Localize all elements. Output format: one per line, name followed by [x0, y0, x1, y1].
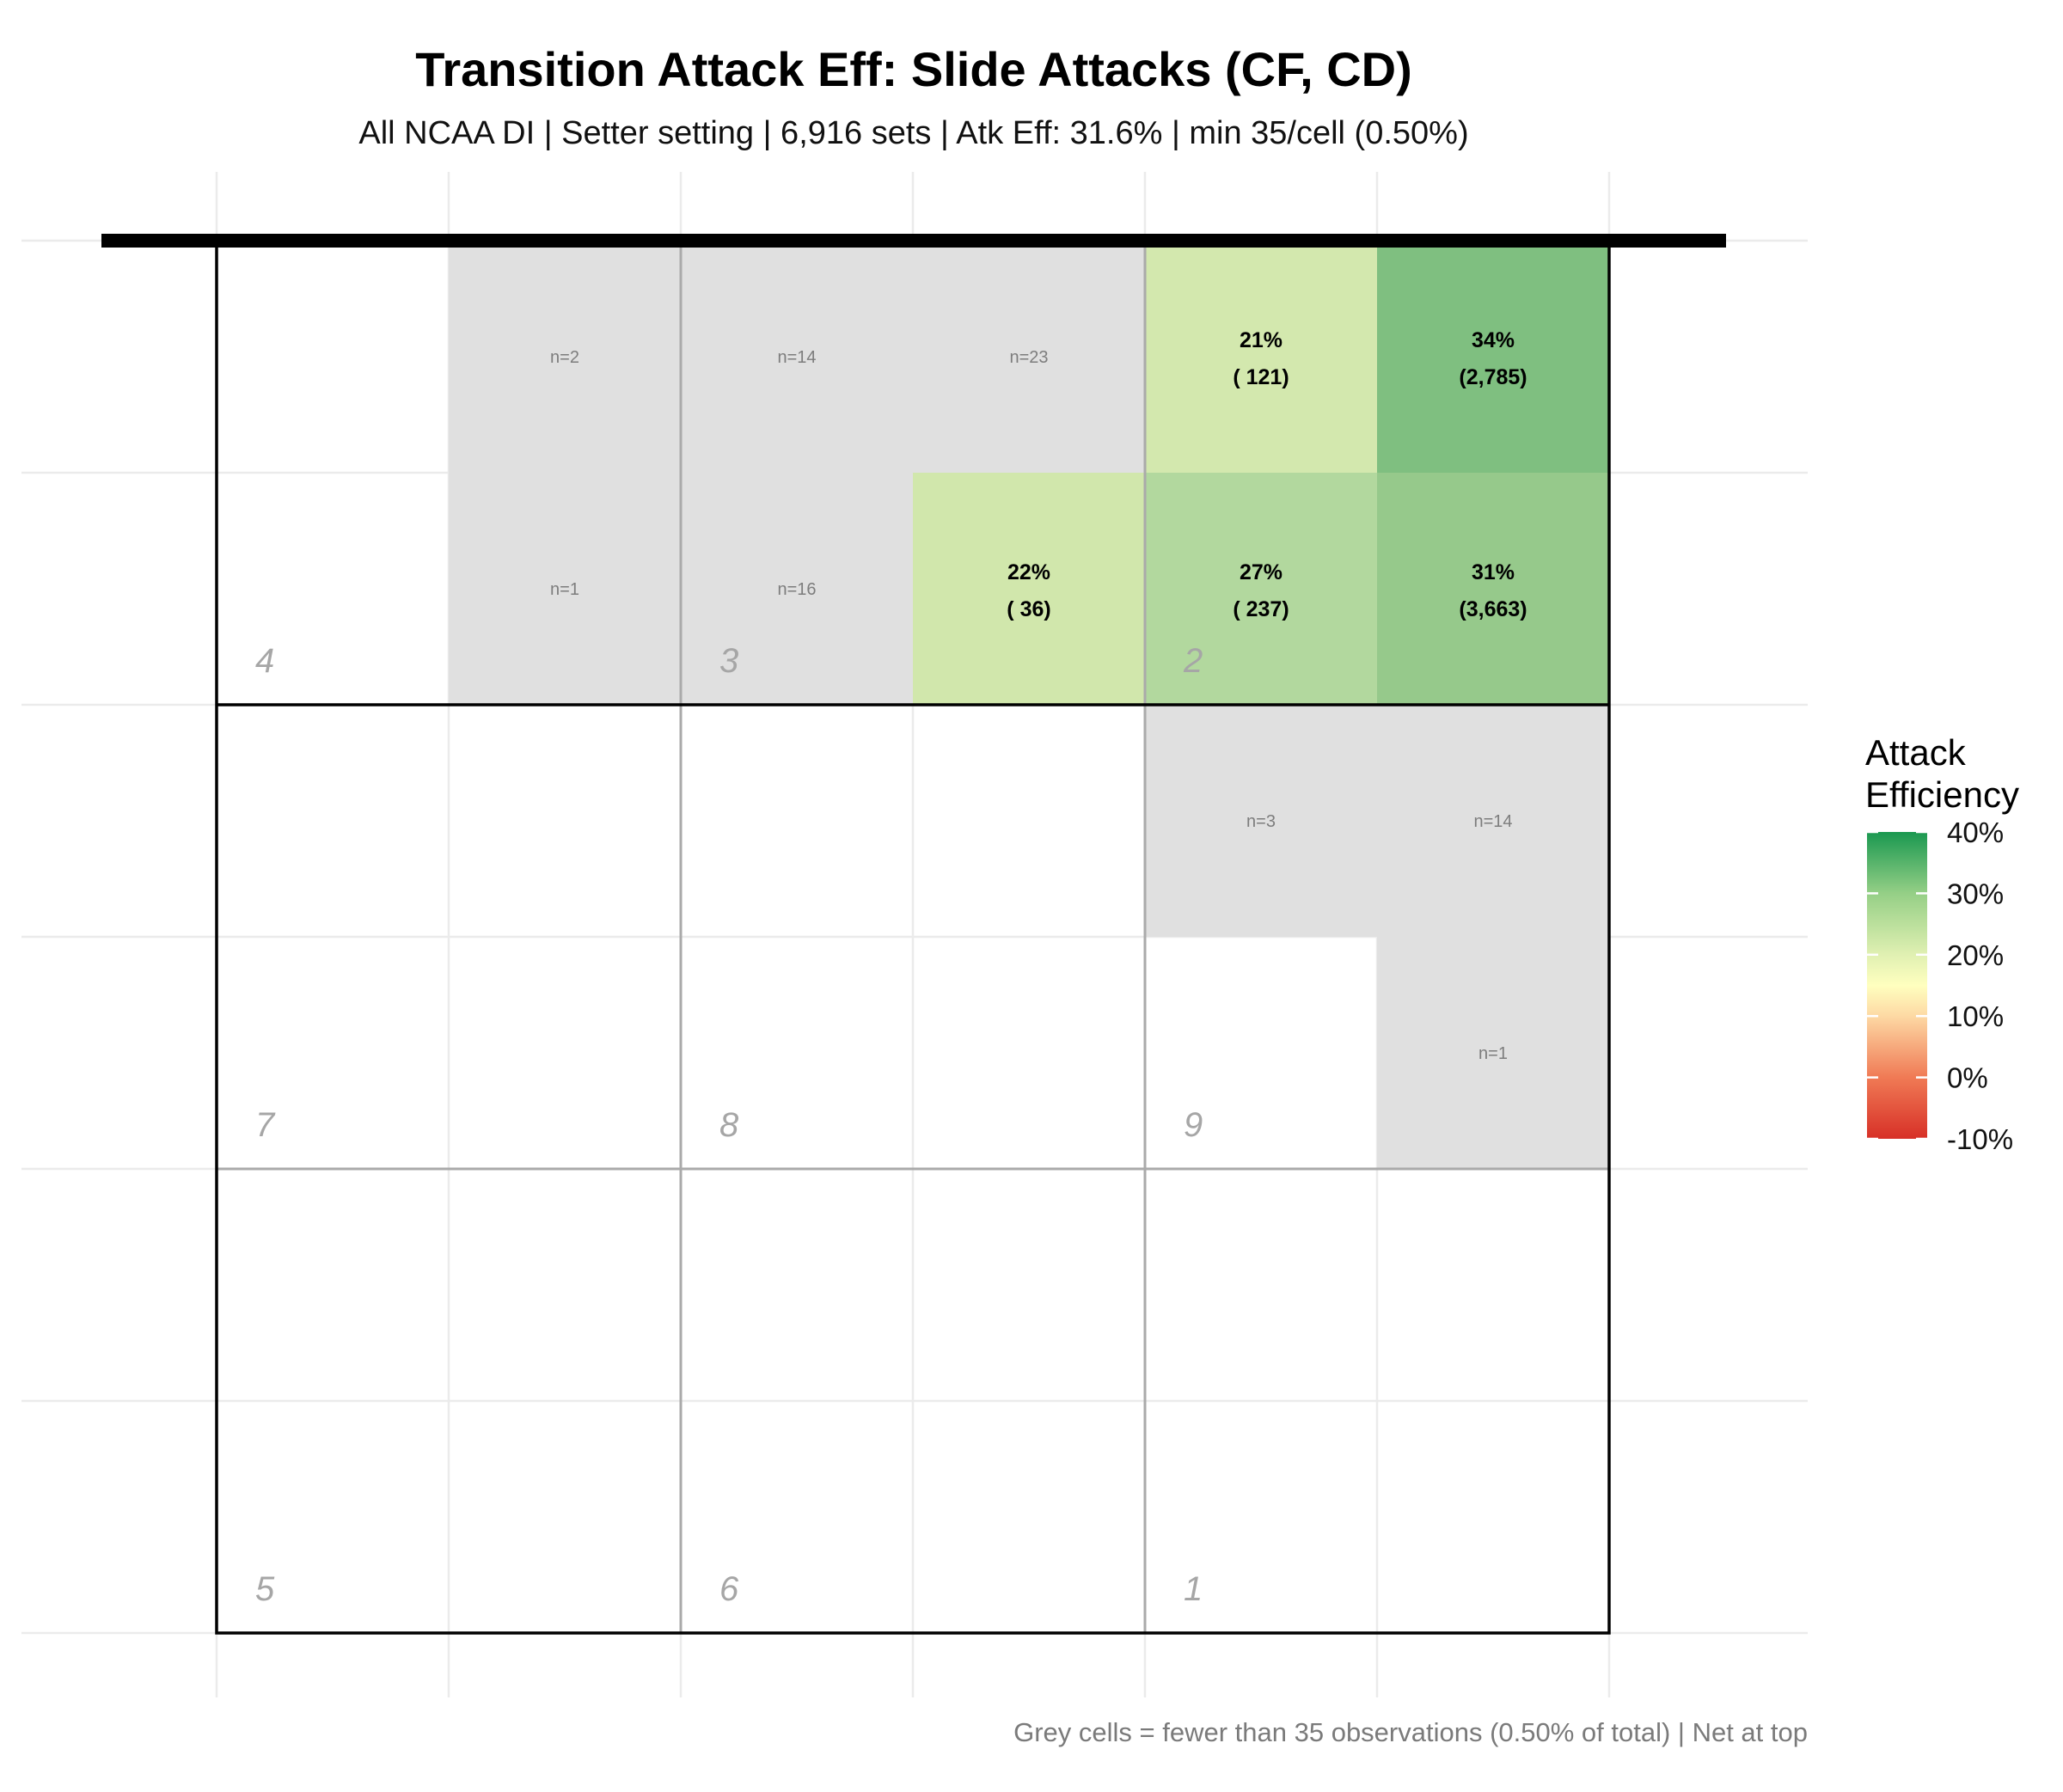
- cell-efficiency-label: 31%: [1472, 560, 1515, 584]
- zone-labels: 4 3 2 7 8 9 5 6 1: [255, 642, 1203, 1608]
- cell-labels: n=2 n=14 n=23 21% ( 121) 34% (2,785) n=1 n=16 22%…: [550, 328, 1527, 1063]
- zone-number-label: 3: [719, 642, 738, 680]
- zone-number-label: 2: [1183, 642, 1203, 680]
- heatmap-cell: [913, 473, 1145, 705]
- legend-tick-label: 30%: [1947, 878, 2004, 909]
- cell-n-label: n=14: [1473, 812, 1512, 831]
- cell-efficiency-label: 22%: [1007, 560, 1050, 584]
- cell-n-label: n=16: [777, 580, 816, 599]
- legend-ticks: 40% 30% 20% 10% 0% -10%: [1867, 816, 2013, 1155]
- cell-efficiency-label: 21%: [1240, 328, 1282, 352]
- heatmap-cell-grey: [449, 473, 681, 705]
- legend-tick-label: 20%: [1947, 939, 2004, 971]
- chart-title: Transition Attack Eff: Slide Attacks (CF…: [415, 42, 1412, 96]
- heatmap-cell-grey: [1377, 705, 1609, 937]
- cell-n-label: n=3: [1246, 812, 1276, 831]
- legend-tick-label: -10%: [1947, 1123, 2013, 1155]
- heatmap-cell: [1145, 241, 1377, 473]
- heatmap-cells: [449, 241, 1609, 1169]
- zone-number-label: 1: [1184, 1570, 1203, 1608]
- legend-tick-label: 40%: [1947, 816, 2004, 848]
- heatmap-cell: [1377, 473, 1609, 705]
- cell-count-label: ( 121): [1233, 365, 1289, 389]
- heatmap-cell-grey: [681, 473, 913, 705]
- cell-count-label: (3,663): [1459, 597, 1527, 621]
- zone-number-label: 9: [1184, 1106, 1203, 1144]
- cell-efficiency-label: 27%: [1240, 560, 1282, 584]
- cell-count-label: ( 237): [1233, 597, 1289, 621]
- color-legend: Attack Efficiency 40% 30% 20% 10% 0% -10%: [1865, 732, 2019, 1155]
- cell-n-label: n=23: [1009, 348, 1048, 367]
- legend-tick-label: 0%: [1947, 1062, 1988, 1094]
- heatmap-cell: [1377, 241, 1609, 473]
- court-lines: [101, 234, 1726, 1635]
- cell-efficiency-label: 34%: [1472, 328, 1515, 352]
- zone-number-label: 6: [719, 1570, 739, 1608]
- legend-title-line-2: Efficiency: [1865, 774, 2019, 815]
- heatmap-cell-grey: [681, 241, 913, 473]
- heatmap-cell-grey: [913, 241, 1145, 473]
- zone-number-label: 4: [255, 642, 274, 680]
- heatmap-cell-grey: [1377, 937, 1609, 1169]
- legend-colorbar: [1867, 832, 1927, 1139]
- zone-number-label: 7: [255, 1106, 276, 1144]
- heatmap-cell-grey: [449, 241, 681, 473]
- cell-n-label: n=2: [550, 348, 579, 367]
- cell-count-label: (2,785): [1459, 365, 1527, 389]
- cell-count-label: ( 36): [1007, 597, 1050, 621]
- heatmap-cell: [1145, 473, 1377, 705]
- zone-number-label: 5: [255, 1570, 275, 1608]
- cell-n-label: n=1: [1478, 1044, 1508, 1063]
- legend-title-line-1: Attack: [1865, 732, 1967, 773]
- cell-n-label: n=1: [550, 580, 579, 599]
- chart-subtitle: All NCAA DI | Setter setting | 6,916 set…: [358, 115, 1468, 151]
- legend-tick-label: 10%: [1947, 1000, 2004, 1032]
- heatmap-cell-grey: [1145, 705, 1377, 937]
- zone-number-label: 8: [719, 1106, 739, 1144]
- cell-n-label: n=14: [777, 348, 816, 367]
- chart-caption: Grey cells = fewer than 35 observations …: [1013, 1717, 1808, 1747]
